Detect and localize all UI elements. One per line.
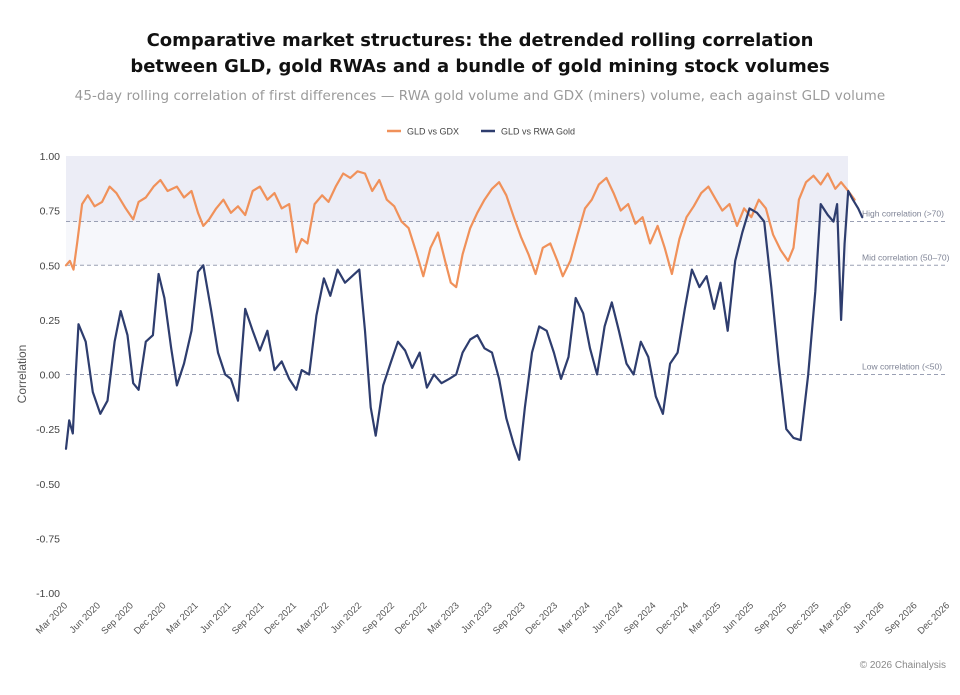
reference-lines: High correlation (>70) Mid correlation (5… bbox=[66, 209, 950, 375]
x-tick-label: Jun 2020 bbox=[68, 600, 103, 635]
y-tick-label: 0.25 bbox=[40, 315, 61, 327]
legend-label-1: GLD vs RWA Gold bbox=[501, 127, 575, 137]
x-tick-label: Sep 2022 bbox=[360, 600, 397, 637]
x-tick-label: Jun 2023 bbox=[459, 600, 494, 635]
x-tick-label: Dec 2021 bbox=[262, 600, 299, 637]
y-axis-label: Correlation bbox=[15, 345, 29, 404]
x-tick-label: Mar 2026 bbox=[818, 600, 854, 636]
band-1 bbox=[66, 221, 848, 266]
chart-subtitle: 45-day rolling correlation of first diff… bbox=[74, 88, 886, 104]
y-tick-label: 0.75 bbox=[40, 206, 61, 218]
y-tick-label: -0.50 bbox=[36, 479, 60, 491]
x-tick-label: Jun 2021 bbox=[198, 600, 233, 635]
x-tick-label: Sep 2026 bbox=[883, 600, 920, 637]
x-tick-label: Sep 2025 bbox=[752, 600, 789, 637]
x-tick-label: Mar 2024 bbox=[557, 600, 593, 636]
copyright: © 2026 Chainalysis bbox=[859, 660, 946, 671]
x-tick-label: Mar 2022 bbox=[295, 600, 331, 636]
chart-title: Comparative market structures: the detre… bbox=[130, 30, 830, 77]
x-tick-label: Dec 2022 bbox=[393, 600, 430, 637]
x-tick-label: Dec 2023 bbox=[524, 600, 561, 637]
header: Comparative market structures: the detre… bbox=[0, 28, 960, 104]
y-tick-label: 0.50 bbox=[40, 260, 61, 272]
series-lines bbox=[64, 170, 864, 461]
x-tick-label: Sep 2024 bbox=[622, 600, 659, 637]
band-0 bbox=[66, 156, 848, 222]
y-tick-label: -1.00 bbox=[36, 588, 60, 600]
x-tick-label: Dec 2026 bbox=[916, 600, 953, 637]
legend: GLD vs GDX GLD vs RWA Gold bbox=[387, 127, 575, 137]
x-tick-label: Mar 2020 bbox=[34, 600, 70, 636]
x-tick-label: Mar 2025 bbox=[687, 600, 723, 636]
x-tick-label: Sep 2020 bbox=[99, 600, 136, 637]
x-tick-label: Jun 2024 bbox=[590, 600, 625, 635]
series-line-1 bbox=[64, 189, 864, 461]
x-tick-label: Jun 2026 bbox=[851, 600, 886, 635]
x-tick-label: Dec 2024 bbox=[654, 600, 691, 637]
y-tick-label: 1.00 bbox=[40, 151, 61, 163]
x-tick-label: Dec 2025 bbox=[785, 600, 822, 637]
x-tick-label: Mar 2021 bbox=[165, 600, 201, 636]
y-axis: -1.00 -0.75 -0.50 -0.25 0.00 0.25 0.50 0.75 1.00 bbox=[36, 151, 60, 600]
x-tick-label: Mar 2023 bbox=[426, 600, 462, 636]
x-tick-label: Dec 2020 bbox=[132, 600, 169, 637]
x-tick-label: Sep 2023 bbox=[491, 600, 528, 637]
y-tick-label: -0.25 bbox=[36, 424, 60, 436]
reference-label-0: High correlation (>70) bbox=[862, 209, 944, 219]
reference-label-1: Mid correlation (50–70) bbox=[862, 252, 950, 262]
reference-label-2: Low correlation (<50) bbox=[862, 362, 942, 372]
series-line-0 bbox=[64, 170, 856, 289]
x-tick-label: Jun 2025 bbox=[721, 600, 756, 635]
x-tick-label: Jun 2022 bbox=[329, 600, 364, 635]
legend-label-0: GLD vs GDX bbox=[407, 127, 459, 137]
y-tick-label: 0.00 bbox=[40, 370, 61, 382]
x-tick-label: Sep 2021 bbox=[230, 600, 267, 637]
y-tick-label: -0.75 bbox=[36, 533, 60, 545]
